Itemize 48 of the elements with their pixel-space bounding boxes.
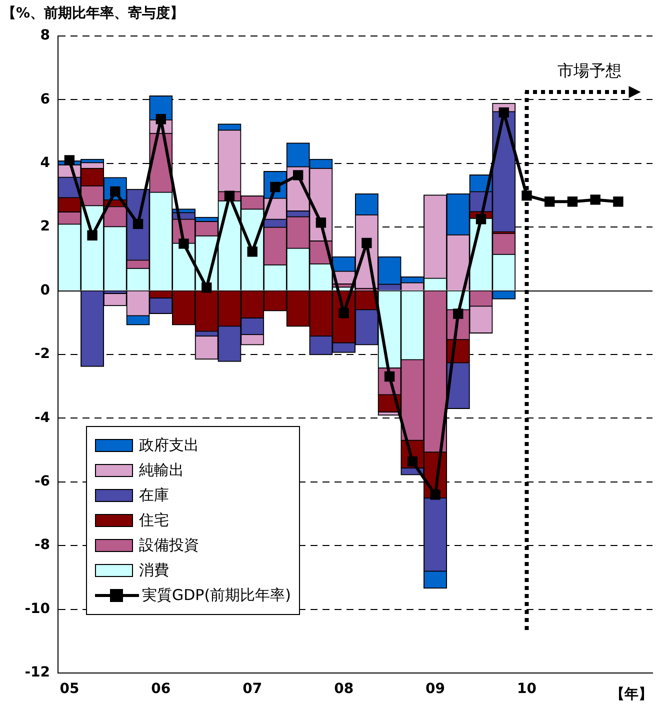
point	[544, 196, 555, 207]
point	[567, 196, 578, 207]
point	[64, 155, 75, 166]
point	[430, 490, 440, 500]
y-tick-label: -12	[24, 664, 50, 681]
point	[292, 170, 304, 180]
y-tick-label: -6	[34, 474, 50, 490]
y-tick-label: 8	[40, 28, 50, 44]
point	[316, 218, 326, 228]
y-axis-title: 【%、前期比年率、寄与度】	[2, 4, 184, 22]
point	[362, 238, 372, 248]
x-tick-label: 07	[242, 681, 262, 698]
x-tick-label: 06	[151, 681, 171, 698]
point	[498, 107, 509, 118]
x-tick-label: 10	[517, 681, 537, 698]
legend-label: 在庫	[139, 486, 169, 505]
x-axis-title: 【年】	[610, 686, 652, 703]
point	[247, 246, 258, 257]
legend-label: 消費	[139, 561, 169, 580]
legend-label: 純輸出	[139, 461, 184, 480]
point	[156, 114, 166, 124]
legend-label: 設備投資	[139, 536, 199, 555]
x-tick-label: 09	[426, 681, 446, 698]
y-tick-label: 6	[40, 91, 50, 108]
point	[87, 230, 98, 240]
y-tick-label: -2	[34, 346, 50, 362]
x-tick-label: 08	[334, 681, 354, 698]
point	[453, 308, 464, 319]
point	[590, 194, 600, 205]
legend-label: 実質GDP(前期比年率)	[142, 586, 291, 605]
legend-label: 住宅	[139, 511, 169, 530]
y-tick-label: -8	[34, 537, 50, 554]
legend-label: 政府支出	[139, 436, 199, 455]
point	[178, 238, 189, 249]
x-tick-label: 05	[60, 681, 80, 698]
point	[613, 196, 624, 207]
y-tick-label: 4	[40, 155, 50, 172]
y-tick-label: 0	[40, 282, 50, 298]
point	[132, 218, 144, 230]
y-tick-label: -10	[24, 600, 50, 617]
point	[407, 456, 418, 467]
point	[476, 214, 486, 224]
y-tick-label: -4	[34, 410, 50, 426]
point	[202, 282, 212, 293]
ref-line-label: 市場予想	[558, 61, 622, 80]
point	[338, 308, 349, 318]
point	[224, 190, 235, 201]
y-tick-label: 2	[40, 218, 50, 235]
